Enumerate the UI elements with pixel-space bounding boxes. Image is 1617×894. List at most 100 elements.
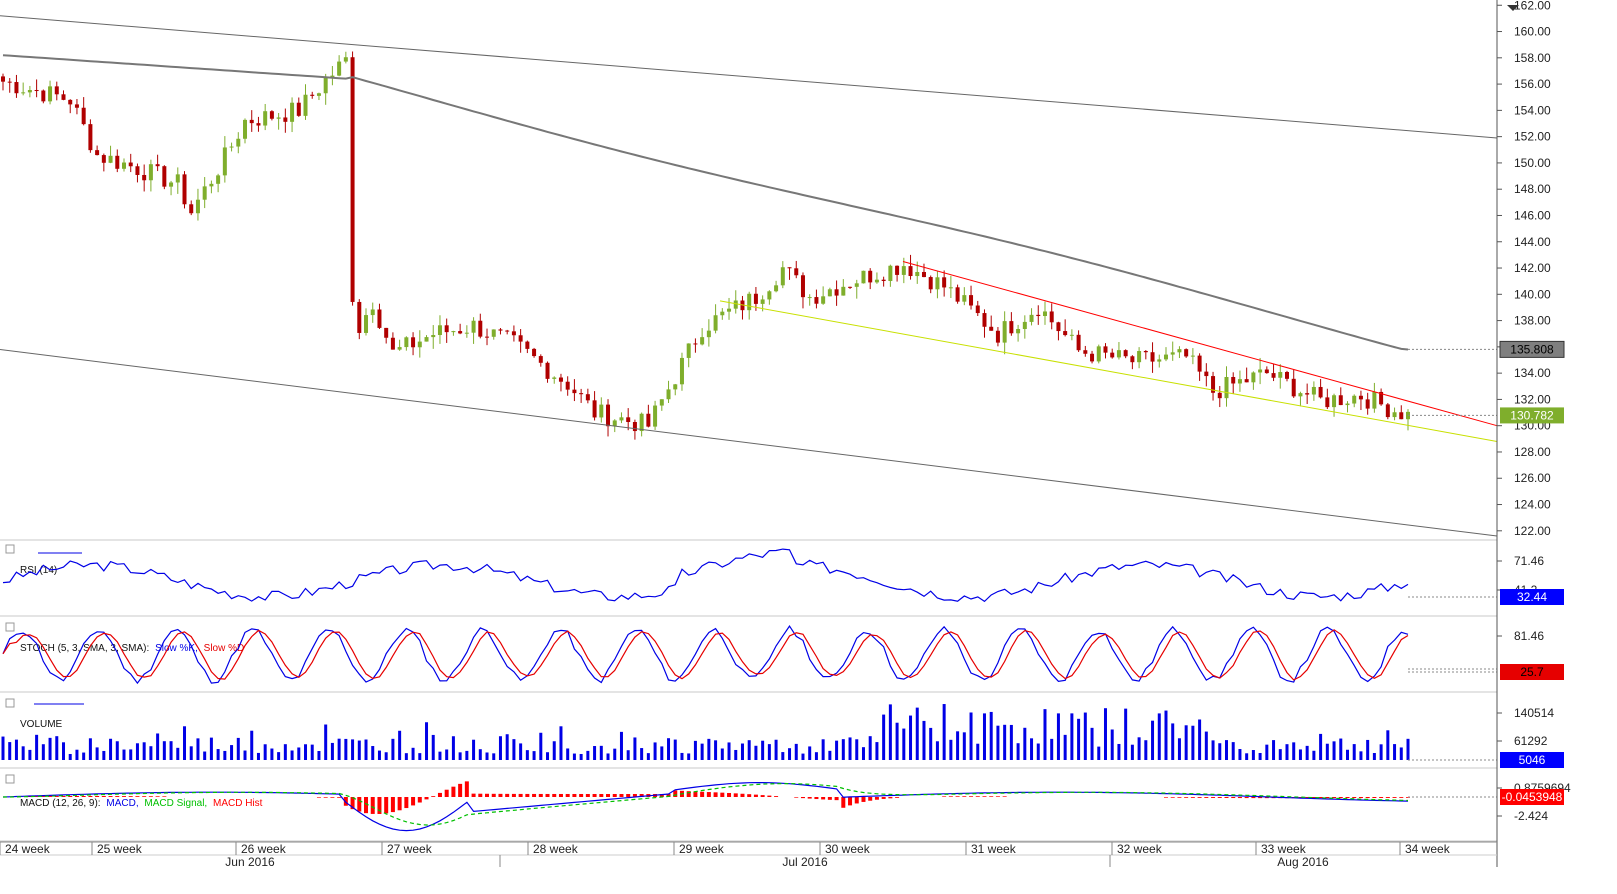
candle-body xyxy=(411,337,416,348)
volume-bar xyxy=(270,748,274,760)
stoch-panel[interactable]: STOCH (5, 3, SMA, 3, SMA): Slow %K, Slow… xyxy=(2,625,1497,685)
volume-bar xyxy=(996,725,1000,760)
candle-body xyxy=(848,286,853,288)
stoch-last-value-tag xyxy=(1500,664,1564,680)
macd-hist-bar xyxy=(323,797,328,798)
macd-hist-bar xyxy=(821,797,826,800)
candle-body xyxy=(619,417,624,421)
macd-hist-bar xyxy=(774,796,779,797)
candle-body xyxy=(1325,397,1330,408)
macd-hist-bar xyxy=(485,793,490,797)
chart-menu-arrow-icon[interactable] xyxy=(1506,0,1520,11)
volume-bar xyxy=(445,749,449,760)
volume-bar xyxy=(788,748,792,760)
macd-hist-bar xyxy=(1325,797,1330,799)
panel-toggle-icon[interactable] xyxy=(5,622,15,632)
volume-bar xyxy=(330,742,334,760)
volume-bar xyxy=(599,745,603,760)
volume-bar xyxy=(250,730,254,760)
volume-bar xyxy=(216,749,220,760)
macd-hist-bar xyxy=(1365,797,1370,799)
volume-bar xyxy=(129,749,133,760)
price-tick-label: 156.00 xyxy=(1514,77,1551,91)
candle-body xyxy=(1009,321,1014,334)
macd-hist-bar xyxy=(1197,797,1202,798)
macd-hist-bar xyxy=(814,797,819,800)
volume-bar xyxy=(801,753,805,760)
macd-hist-bar xyxy=(1251,797,1256,799)
candle-body xyxy=(935,277,940,290)
volume-bar xyxy=(1110,729,1114,760)
stoch-tick-label: 81.46 xyxy=(1514,629,1544,643)
candle-body xyxy=(787,267,792,269)
volume-bar xyxy=(693,740,697,760)
candle-body xyxy=(209,183,214,187)
volume-bar xyxy=(962,732,966,760)
volume-bar xyxy=(512,739,516,760)
panel-toggle-icon[interactable] xyxy=(5,774,15,784)
candle-body xyxy=(216,175,221,184)
volume-bar xyxy=(1171,723,1175,760)
macd-hist-bar xyxy=(518,793,523,797)
volume-bar xyxy=(1272,740,1276,760)
volume-bar xyxy=(135,743,139,760)
candle-body xyxy=(821,296,826,304)
macd-hist-bar xyxy=(1163,797,1168,798)
volume-bar xyxy=(256,752,260,760)
volume-bar xyxy=(102,750,106,760)
macd-panel[interactable]: MACD (12, 26, 9): MACD, MACD Signal, MAC… xyxy=(2,781,1497,832)
candle-body xyxy=(626,417,631,423)
volume-bar xyxy=(633,737,637,760)
macd-hist-bar xyxy=(41,796,46,797)
price-tick-label: 160.00 xyxy=(1514,25,1551,39)
macd-hist-bar xyxy=(572,793,577,797)
candle-body xyxy=(747,293,752,311)
volume-bar xyxy=(1016,743,1020,760)
candle-body xyxy=(1258,369,1263,373)
month-label: Jul 2016 xyxy=(782,855,828,869)
candle-body xyxy=(1096,346,1101,362)
volume-bar xyxy=(411,747,415,760)
volume-bar xyxy=(1191,725,1195,760)
volume-bar xyxy=(740,743,744,760)
week-label: 32 week xyxy=(1117,842,1163,856)
panel-toggle-icon[interactable] xyxy=(5,544,15,554)
macd-hist-bar xyxy=(1224,797,1229,799)
rsi-panel[interactable]: RSI (14) xyxy=(2,548,1497,603)
price-panel[interactable] xyxy=(0,15,1498,537)
price-tick-label: 134.00 xyxy=(1514,366,1551,380)
candle-body xyxy=(1392,412,1397,418)
candle-body xyxy=(1110,352,1115,358)
candle-body xyxy=(95,150,100,156)
candle-body xyxy=(316,93,321,96)
macd-hist-bar xyxy=(458,783,463,797)
volume-bar xyxy=(1305,745,1309,760)
volume-bar xyxy=(586,750,590,760)
volume-bar xyxy=(942,704,946,760)
volume-bar xyxy=(115,741,119,760)
volume-panel[interactable]: VOLUME xyxy=(1,703,1498,761)
macd-hist-bar xyxy=(545,793,550,797)
candle-body xyxy=(969,295,974,306)
volume-bar xyxy=(667,738,671,760)
candle-body xyxy=(54,86,59,95)
candle-body xyxy=(545,362,550,379)
macd-hist-bar xyxy=(48,796,53,797)
candle-body xyxy=(142,174,147,181)
volume-bar xyxy=(438,751,442,760)
candle-body xyxy=(189,204,194,214)
macd-hist-bar xyxy=(666,793,671,797)
volume-bar xyxy=(183,726,187,760)
volume-bar xyxy=(371,746,375,760)
volume-bar xyxy=(377,750,381,760)
ma-value-label: 135.808 xyxy=(1510,342,1554,356)
week-label: 26 week xyxy=(241,842,287,856)
panel-toggle-icon[interactable] xyxy=(5,698,15,708)
volume-bar xyxy=(310,744,314,760)
price-tick-label: 148.00 xyxy=(1514,182,1551,196)
candle-body xyxy=(1036,314,1041,317)
candle-body xyxy=(915,271,920,277)
macd-signal-line xyxy=(3,782,1409,826)
macd-signal-label: MACD Signal, xyxy=(144,798,207,809)
